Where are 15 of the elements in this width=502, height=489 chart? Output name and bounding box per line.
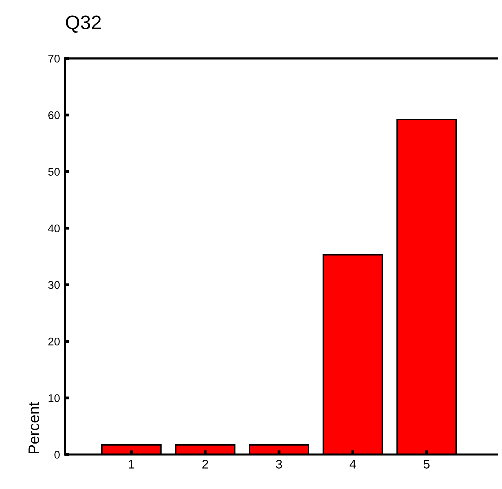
y-axis-title: Percent (28, 402, 40, 454)
x-tick-label: 3 (276, 460, 282, 469)
y-tick-label: 60 (48, 112, 60, 120)
y-tick-label: 10 (48, 394, 60, 402)
y-tick-label: 40 (48, 224, 60, 233)
x-tick-label: 1 (129, 460, 135, 469)
y-tick-label: 70 (48, 54, 60, 63)
y-tick-label: 20 (48, 338, 60, 346)
y-tick-label: 50 (48, 168, 60, 176)
x-tick-label: 4 (350, 460, 356, 469)
x-tick-label: 2 (202, 460, 208, 469)
x-tick-label: 5 (424, 460, 430, 469)
y-tick-label: 0 (54, 451, 60, 459)
y-tick-label: 30 (48, 281, 60, 290)
chart-title: Q32 (66, 16, 102, 34)
